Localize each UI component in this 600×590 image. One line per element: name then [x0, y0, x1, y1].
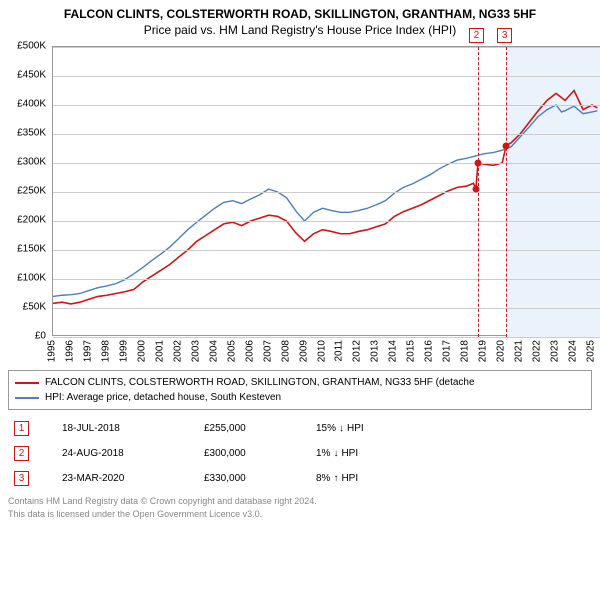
event-guideline [506, 47, 507, 337]
x-tick-label: 1996 [64, 340, 75, 362]
event-marker-icon: 3 [14, 471, 29, 486]
x-tick-label: 2020 [496, 340, 507, 362]
x-tick-label: 2004 [208, 340, 219, 362]
y-tick-label: £500K [17, 41, 46, 52]
x-tick-label: 2016 [424, 340, 435, 362]
y-tick-label: £100K [17, 273, 46, 284]
plot-area [52, 46, 600, 336]
y-tick-label: £200K [17, 215, 46, 226]
x-tick-label: 2011 [334, 340, 345, 362]
sale-point [474, 160, 481, 167]
x-tick-label: 2005 [226, 340, 237, 362]
x-tick-label: 2014 [388, 340, 399, 362]
x-tick-label: 2006 [244, 340, 255, 362]
event-row: 2 24-AUG-2018 £300,000 1%↓HPI [8, 441, 592, 466]
x-tick-label: 2018 [460, 340, 471, 362]
legend-item: FALCON CLINTS, COLSTERWORTH ROAD, SKILLI… [15, 375, 585, 390]
arrow-down-icon: ↓ [333, 448, 338, 459]
y-tick-label: £50K [23, 302, 46, 313]
event-row: 3 23-MAR-2020 £330,000 8%↑HPI [8, 466, 592, 491]
event-marker-icon: 2 [14, 446, 29, 461]
sale-point [503, 142, 510, 149]
x-tick-label: 2010 [316, 340, 327, 362]
x-tick-label: 2008 [280, 340, 291, 362]
legend-swatch [15, 382, 39, 384]
gridline [53, 337, 600, 338]
event-date: 24-AUG-2018 [62, 448, 192, 459]
gridline [53, 47, 600, 48]
chart-container: FALCON CLINTS, COLSTERWORTH ROAD, SKILLI… [0, 0, 600, 590]
x-tick-label: 2019 [478, 340, 489, 362]
gridline [53, 192, 600, 193]
x-tick-label: 1995 [47, 340, 58, 362]
chart-area: £0£50K£100K£150K£200K£250K£300K£350K£400… [8, 42, 592, 368]
event-price: £255,000 [204, 423, 304, 434]
x-tick-label: 2017 [442, 340, 453, 362]
event-price: £300,000 [204, 448, 304, 459]
x-tick-label: 2022 [532, 340, 543, 362]
legend-swatch [15, 397, 39, 399]
x-tick-label: 2021 [514, 340, 525, 362]
event-price: £330,000 [204, 473, 304, 484]
gridline [53, 308, 600, 309]
x-tick-label: 2009 [298, 340, 309, 362]
event-delta: 15%↓HPI [316, 423, 406, 434]
event-marker-3: 3 [497, 28, 512, 43]
y-tick-label: £250K [17, 186, 46, 197]
sale-point [472, 186, 479, 193]
event-guideline [478, 47, 479, 337]
event-delta: 1%↓HPI [316, 448, 406, 459]
arrow-down-icon: ↓ [339, 423, 344, 434]
gridline [53, 250, 600, 251]
legend-label: FALCON CLINTS, COLSTERWORTH ROAD, SKILLI… [45, 375, 475, 390]
gridline [53, 279, 600, 280]
y-tick-label: £400K [17, 99, 46, 110]
y-tick-label: £150K [17, 244, 46, 255]
x-tick-label: 2025 [586, 340, 597, 362]
event-row: 1 18-JUL-2018 £255,000 15%↓HPI [8, 416, 592, 441]
gridline [53, 163, 600, 164]
footer-attribution: Contains HM Land Registry data © Crown c… [8, 495, 592, 519]
event-date: 18-JUL-2018 [62, 423, 192, 434]
arrow-up-icon: ↑ [333, 473, 338, 484]
gridline [53, 221, 600, 222]
x-tick-label: 1997 [82, 340, 93, 362]
y-tick-label: £350K [17, 128, 46, 139]
x-tick-label: 2012 [352, 340, 363, 362]
x-tick-label: 2000 [136, 340, 147, 362]
event-marker-2: 2 [469, 28, 484, 43]
x-tick-label: 2015 [406, 340, 417, 362]
x-tick-label: 1999 [118, 340, 129, 362]
legend-label: HPI: Average price, detached house, Sout… [45, 390, 281, 405]
events-table: 1 18-JUL-2018 £255,000 15%↓HPI 2 24-AUG-2018 £… [8, 416, 592, 491]
x-tick-label: 2013 [370, 340, 381, 362]
y-tick-label: £300K [17, 157, 46, 168]
chart-title: FALCON CLINTS, COLSTERWORTH ROAD, SKILLI… [8, 6, 592, 22]
gridline [53, 76, 600, 77]
event-delta: 8%↑HPI [316, 473, 406, 484]
x-tick-label: 1998 [100, 340, 111, 362]
y-axis: £0£50K£100K£150K£200K£250K£300K£350K£400… [8, 42, 50, 336]
legend: FALCON CLINTS, COLSTERWORTH ROAD, SKILLI… [8, 370, 592, 410]
footer-line-2: This data is licensed under the Open Gov… [8, 508, 592, 520]
gridline [53, 105, 600, 106]
x-tick-label: 2024 [568, 340, 579, 362]
event-marker-icon: 1 [14, 421, 29, 436]
x-tick-label: 2007 [262, 340, 273, 362]
legend-item: HPI: Average price, detached house, Sout… [15, 390, 585, 405]
event-date: 23-MAR-2020 [62, 473, 192, 484]
x-tick-label: 2003 [190, 340, 201, 362]
footer-line-1: Contains HM Land Registry data © Crown c… [8, 495, 592, 507]
x-axis: 1995 1996 1997 1998 1999 2000 2001 2002 2003 2004… [8, 340, 600, 372]
x-tick-label: 2023 [550, 340, 561, 362]
x-tick-label: 2001 [154, 340, 165, 362]
gridline [53, 134, 600, 135]
x-tick-label: 2002 [172, 340, 183, 362]
series-price_paid [53, 91, 597, 304]
y-tick-label: £450K [17, 70, 46, 81]
